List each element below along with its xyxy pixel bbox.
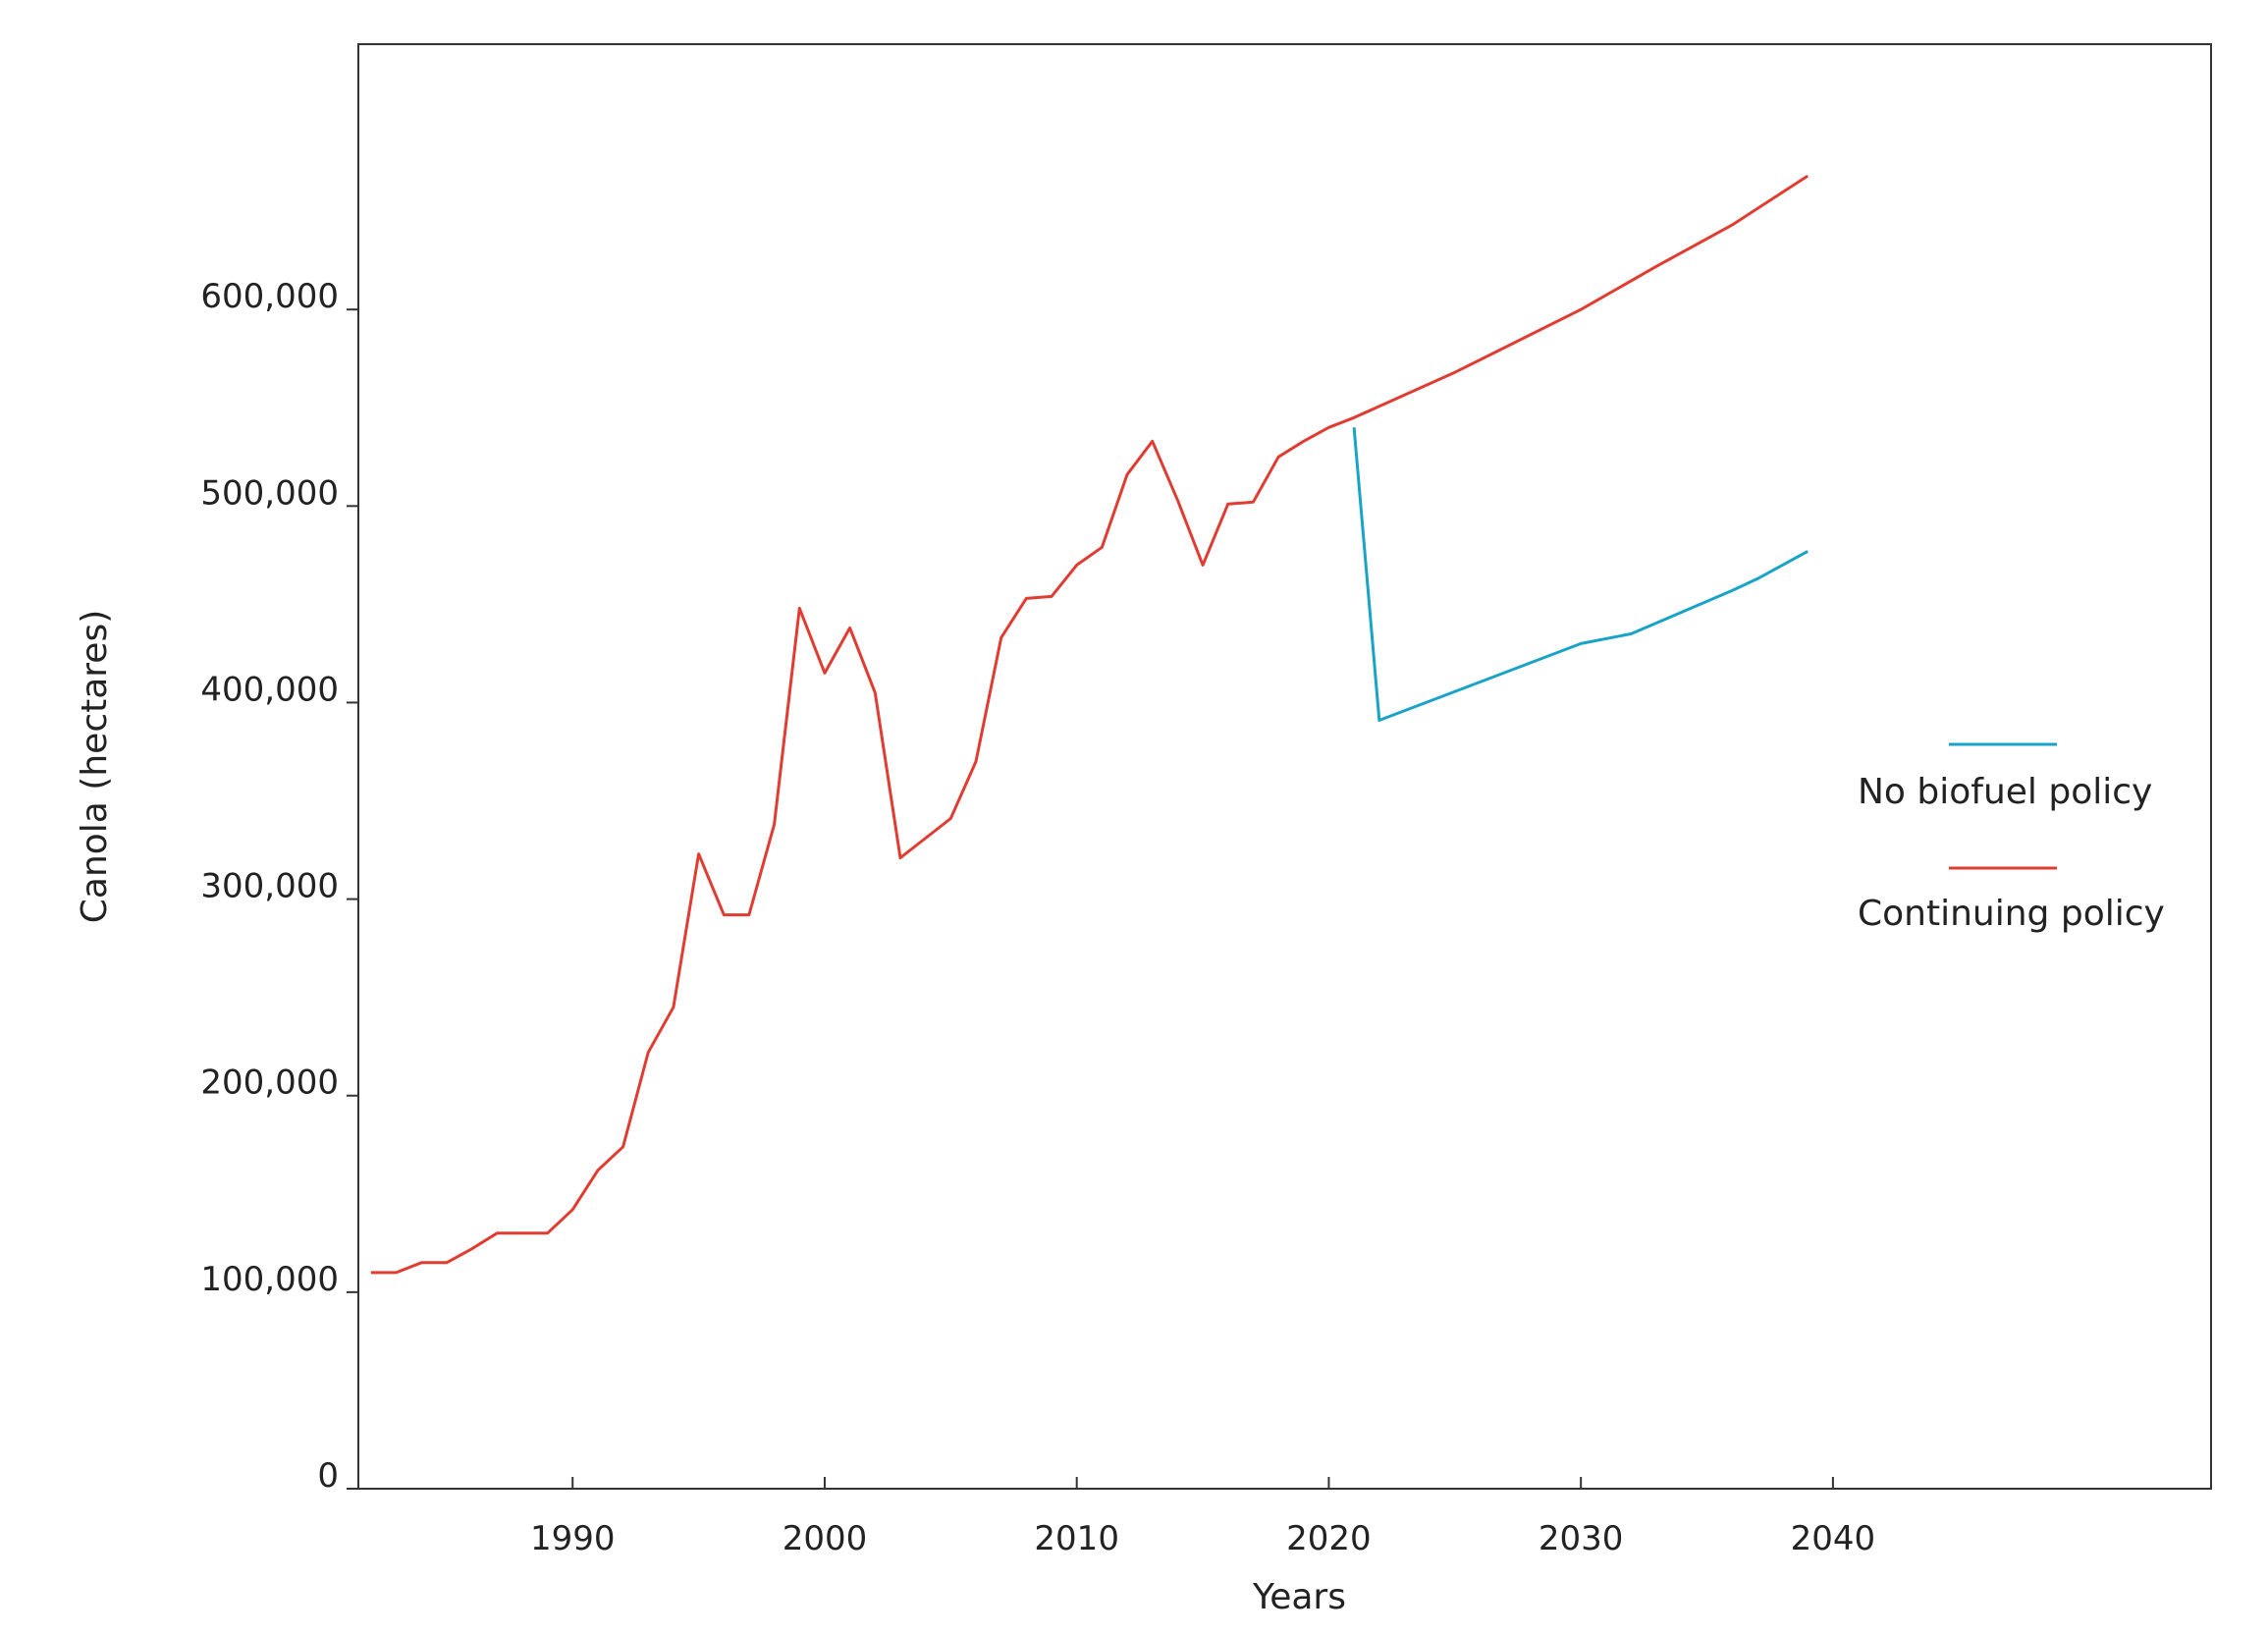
y-tick-label-500000: 500,000 [200, 473, 339, 513]
y-tick-label-100000: 100,000 [200, 1260, 339, 1299]
series-line-continuing-policy [370, 174, 1809, 1275]
x-tick-label-2010: 2010 [1034, 1519, 1119, 1558]
y-tick-label-400000: 400,000 [200, 670, 339, 709]
legend-label-no-biofuel-policy: No biofuel policy [1858, 772, 2152, 812]
x-axis-title: Years [1252, 1577, 1346, 1617]
y-axis-title: Canola (hectares) [75, 610, 115, 923]
x-tick-label-2000: 2000 [783, 1519, 868, 1558]
x-tick-label-2030: 2030 [1539, 1519, 1624, 1558]
series-layer [370, 174, 1809, 1275]
y-axis: 0 100,000 200,000 300,000 400,000 500,000 600,… [200, 277, 358, 1496]
series-line-no-biofuel-policy [1352, 427, 1809, 722]
y-tick-label-300000: 300,000 [200, 867, 339, 906]
legend: No biofuel policy Continuing policy [1858, 742, 2165, 934]
x-tick-label-2040: 2040 [1791, 1519, 1876, 1558]
y-tick-label-0: 0 [317, 1456, 339, 1496]
y-tick-label-200000: 200,000 [200, 1063, 339, 1103]
legend-label-continuing-policy: Continuing policy [1858, 894, 2165, 934]
x-tick-label-1990: 1990 [530, 1519, 616, 1558]
x-tick-label-2020: 2020 [1286, 1519, 1372, 1558]
x-axis: 1990 2000 2010 2020 2030 2040 [530, 1477, 1875, 1558]
y-tick-label-600000: 600,000 [200, 277, 339, 316]
plot-area [357, 43, 2212, 1490]
